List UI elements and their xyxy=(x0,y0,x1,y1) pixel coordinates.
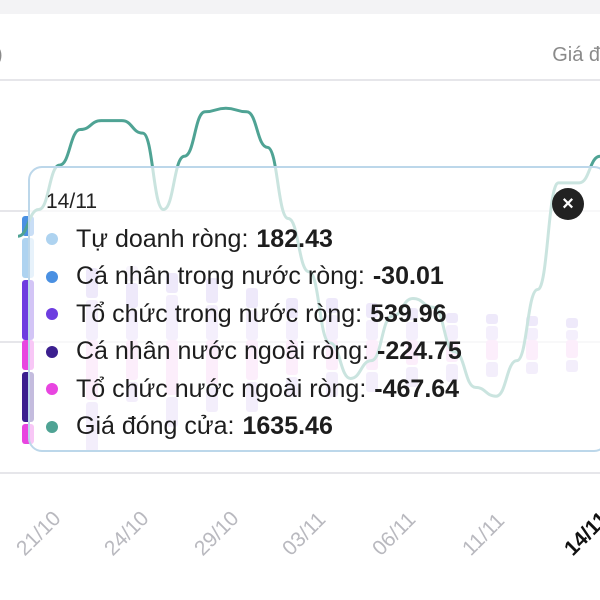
series-dot-icon xyxy=(46,308,58,320)
tooltip-label: Tổ chức nước ngoài ròng: xyxy=(76,374,367,403)
right-axis-label: Giá đ xyxy=(552,44,600,66)
tooltip-row: Giá đóng cửa: 1635.46 xyxy=(46,410,333,444)
series-dot-icon xyxy=(46,233,58,245)
tooltip-value: -30.01 xyxy=(372,262,444,290)
tooltip-value: 539.96 xyxy=(370,299,447,328)
tooltip-value: -224.75 xyxy=(377,337,462,365)
tooltip-label: Tự doanh ròng: xyxy=(76,224,249,253)
chart-tooltip: 14/11 × Tự doanh ròng: 182.43 Cá nhân tron… xyxy=(28,166,600,452)
tooltip-label: Cá nhân nước ngoài ròng: xyxy=(76,337,370,365)
series-dot-icon xyxy=(46,345,58,358)
tooltip-row: Tổ chức nước ngoài ròng: -467.64 xyxy=(46,372,459,406)
tooltip-date: 14/11 xyxy=(46,190,97,213)
series-dot-icon xyxy=(46,383,58,395)
series-dot-icon xyxy=(46,420,58,433)
series-dot-icon xyxy=(46,270,58,283)
tooltip-value: 1635.46 xyxy=(242,412,333,440)
tooltip-row: Cá nhân nước ngoài ròng: -224.75 xyxy=(46,335,462,369)
tooltip-label: Cá nhân trong nước ròng: xyxy=(76,262,365,290)
tooltip-row: Tổ chức trong nước ròng: 539.96 xyxy=(46,297,447,331)
left-axis-fragment: ) xyxy=(0,44,3,67)
tooltip-row: Cá nhân trong nước ròng: -30.01 xyxy=(46,260,444,294)
close-icon[interactable]: × xyxy=(552,188,584,220)
tooltip-value: 182.43 xyxy=(256,224,333,253)
tooltip-label: Tổ chức trong nước ròng: xyxy=(76,299,363,328)
tooltip-row: Tự doanh ròng: 182.43 xyxy=(46,222,333,256)
tooltip-value: -467.64 xyxy=(374,374,460,403)
tooltip-label: Giá đóng cửa: xyxy=(76,412,235,440)
